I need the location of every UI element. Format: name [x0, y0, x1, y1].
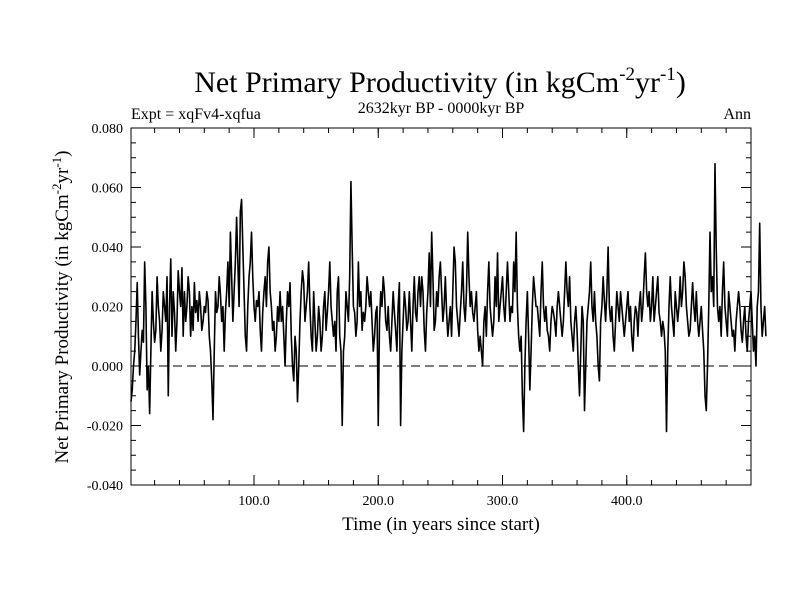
title-end: ): [676, 66, 686, 99]
ylabel-main: Net Primary Productivity (in kgCm: [52, 194, 73, 463]
y-tick-label: 0.060: [92, 182, 124, 197]
y-axis-label: Net Primary Productivity (in kgCm-2yr-1): [49, 151, 73, 464]
title-main: Net Primary Productivity (in kgCm: [194, 66, 619, 99]
y-tick-label: 0.040: [92, 241, 124, 256]
y-axis-ticks: -0.040 -0.020 0.000 0.020 0.040 0.060 0.080: [87, 122, 751, 494]
y-tick-label: 0.020: [92, 301, 124, 316]
x-tick-label: 100.0: [238, 494, 270, 509]
x-axis-label: Time (in years since start): [342, 514, 540, 535]
subtitle-season: Ann: [723, 106, 751, 123]
x-tick-label: 200.0: [363, 494, 395, 509]
ylabel-end: ): [52, 151, 73, 157]
npp-series-line: [130, 162, 767, 433]
x-tick-label: 300.0: [487, 494, 519, 509]
plot-frame: [130, 127, 752, 486]
y-tick-label: -0.020: [87, 420, 123, 435]
title-sup-1: -2: [619, 64, 635, 85]
ylabel-mid: yr: [52, 167, 73, 184]
x-tick-label: 400.0: [611, 494, 643, 509]
x-axis-ticks: 100.0 200.0 300.0 400.0: [154, 128, 752, 509]
title-mid: yr: [635, 66, 660, 99]
title-sup-2: -1: [660, 64, 676, 85]
y-tick-label: 0.000: [92, 360, 124, 375]
subtitle-experiment: Expt = xqFv4-xqfua: [131, 106, 261, 123]
chart-title: Net Primary Productivity (in kgCm-2yr-1): [194, 64, 686, 99]
y-tick-label: -0.040: [87, 479, 123, 494]
ylabel-sup-1: -2: [49, 184, 64, 195]
ylabel-sup-2: -1: [49, 157, 64, 168]
y-tick-label: 0.080: [92, 122, 124, 137]
subtitle-period: 2632kyr BP - 0000kyr BP: [358, 100, 525, 117]
